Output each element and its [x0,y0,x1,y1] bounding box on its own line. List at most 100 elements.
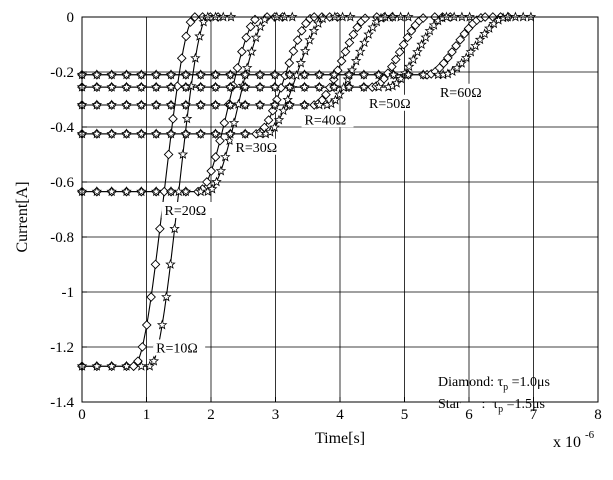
star-marker [416,39,427,50]
star-marker [412,46,423,57]
diamond-marker [237,46,247,57]
diamond-marker [394,47,405,57]
star-marker [358,81,370,92]
diamond-marker [321,89,331,100]
star-marker [180,128,192,139]
star-marker [308,25,320,36]
x-tick-label: 6 [465,407,473,423]
star-marker [210,81,221,92]
x-tick-label: 0 [78,407,86,423]
diamond-marker [181,31,191,42]
star-marker [150,186,162,197]
star-marker [403,69,414,80]
diamond-marker [438,58,449,69]
y-tick-label: -1.4 [50,395,74,411]
star-marker [91,360,103,371]
star-marker [334,89,345,100]
diamond-marker [137,342,148,352]
star-marker [165,186,177,197]
star-marker [165,99,177,110]
diamond-marker [406,26,417,36]
diamond-marker [245,21,256,32]
star-marker [180,99,192,110]
x-tick-label: 3 [272,407,280,423]
legend-star-prefix: Star : τ [438,397,498,412]
x-axis-multiplier: x 10 -6 [553,429,595,451]
star-marker [136,360,147,371]
x-axis-label: Time[s] [315,430,365,447]
star-marker [211,176,222,187]
y-tick-label: 0 [67,10,75,26]
star-marker [150,128,162,139]
diamond-marker [390,54,401,65]
star-marker [181,113,193,124]
star-marker [299,99,310,110]
annotation-bg [161,202,214,218]
diamond-marker [336,56,347,66]
star-marker [225,128,236,139]
star-marker [259,14,270,25]
star-marker [165,81,177,92]
legend-diamond-entry: Diamond: τp =1.0μs [438,375,550,393]
star-marker [225,81,236,92]
star-marker [313,17,324,28]
legend-diamond-prefix: Diamond: τ [438,375,503,390]
star-marker [136,186,147,197]
star-marker [254,69,266,80]
star-marker [343,81,355,92]
star-marker [225,69,236,80]
diamond-marker [288,46,299,56]
star-marker [299,69,310,80]
star-marker [373,81,384,92]
diamond-marker [185,17,196,27]
star-marker [328,69,340,80]
diamond-marker [219,118,230,128]
diamond-marker [263,115,274,125]
resistance-annotation: R=20Ω [165,204,207,219]
star-marker [121,128,132,139]
y-tick-label: -0.2 [50,65,74,81]
annotation-bg [301,111,354,128]
x-multiplier-exponent: -6 [585,429,595,441]
star-marker [350,55,362,66]
star-marker [190,52,201,63]
resistance-annotation: R=30Ω [236,141,278,156]
star-marker [194,30,205,41]
star-marker [195,99,206,110]
star-marker [144,360,155,371]
diamond-marker [215,135,225,146]
star-marker [210,99,221,110]
star-marker [284,69,295,80]
y-tick-label: -1 [62,285,75,301]
star-marker [198,16,209,27]
star-marker [106,360,117,371]
star-marker [136,81,147,92]
marker-layer [76,11,537,372]
y-tick-label: -1.2 [50,340,74,356]
star-marker [278,105,289,116]
star-marker [106,99,117,110]
star-marker [156,319,168,330]
diamond-marker [176,53,187,64]
star-marker [358,69,370,80]
y-tick-label: -0.8 [50,230,74,246]
star-marker [91,99,103,110]
star-marker [255,21,266,32]
legend-star-entry: Star : τp =1.5μs [438,397,545,415]
star-marker [177,148,189,159]
diamond-marker [451,41,461,51]
star-marker [91,69,103,80]
star-marker [210,128,221,139]
tick-labels: 0 1 2 3 4 5 6 7 8 0 -0.2 -0.4 -0.6 -0.8 -1 -1.2 -1.4 [50,10,602,423]
star-marker [180,81,192,92]
star-marker [91,128,103,139]
star-marker [470,40,481,51]
star-marker [246,46,257,57]
diamond-marker [447,47,457,57]
star-marker [136,128,147,139]
legend: Diamond: τp =1.0μs Star : τp =1.5μs [438,375,550,415]
resistance-annotation: R=10Ω [156,342,198,357]
star-marker [355,46,366,57]
star-marker [314,81,325,92]
